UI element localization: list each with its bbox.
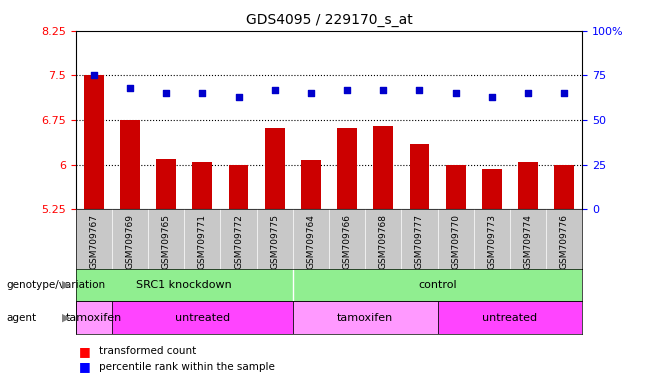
Text: ▶: ▶	[62, 313, 70, 323]
Text: untreated: untreated	[482, 313, 538, 323]
Bar	[482, 169, 502, 209]
Text: GSM709766: GSM709766	[343, 214, 351, 269]
Point	[378, 86, 388, 93]
Text: ▶: ▶	[62, 280, 70, 290]
Text: GSM709764: GSM709764	[307, 214, 315, 269]
Bar	[228, 165, 249, 209]
Text: control: control	[418, 280, 457, 290]
Point	[124, 85, 136, 91]
Bar	[445, 165, 466, 209]
Bar	[84, 75, 104, 209]
Text: genotype/variation: genotype/variation	[7, 280, 106, 290]
Bar	[409, 144, 430, 209]
Text: tamoxifen: tamoxifen	[337, 313, 393, 323]
Bar	[120, 120, 140, 209]
Point	[197, 90, 207, 96]
Text: GSM709774: GSM709774	[524, 214, 532, 269]
Point	[270, 86, 280, 93]
Text: SRC1 knockdown: SRC1 knockdown	[136, 280, 232, 290]
Point	[88, 72, 99, 78]
Point	[450, 90, 461, 96]
Bar	[265, 128, 285, 209]
Text: GSM709767: GSM709767	[89, 214, 98, 269]
Title: GDS4095 / 229170_s_at: GDS4095 / 229170_s_at	[245, 13, 413, 27]
Point	[305, 90, 316, 96]
Text: GSM709775: GSM709775	[270, 214, 279, 269]
Point	[486, 94, 497, 100]
Bar	[76, 301, 112, 334]
Text: ■: ■	[79, 360, 91, 373]
Bar	[438, 301, 582, 334]
Bar	[192, 162, 213, 209]
Text: GSM709768: GSM709768	[379, 214, 388, 269]
Text: tamoxifen: tamoxifen	[66, 313, 122, 323]
Text: transformed count: transformed count	[99, 346, 196, 356]
Point	[161, 90, 171, 96]
Text: GSM709777: GSM709777	[415, 214, 424, 269]
Point	[522, 90, 533, 96]
Bar	[301, 161, 321, 209]
Text: ■: ■	[79, 345, 91, 358]
Point	[342, 86, 353, 93]
Bar	[373, 126, 393, 209]
Text: percentile rank within the sample: percentile rank within the sample	[99, 362, 274, 372]
Text: agent: agent	[7, 313, 37, 323]
Text: GSM709772: GSM709772	[234, 214, 243, 269]
Point	[559, 90, 570, 96]
Text: GSM709773: GSM709773	[488, 214, 496, 269]
Point	[233, 94, 243, 100]
Bar	[337, 128, 357, 209]
Bar	[156, 159, 176, 209]
Text: GSM709776: GSM709776	[560, 214, 569, 269]
Text: GSM709765: GSM709765	[162, 214, 170, 269]
Bar	[554, 165, 574, 209]
Text: GSM709770: GSM709770	[451, 214, 460, 269]
Bar	[518, 162, 538, 209]
Text: GSM709769: GSM709769	[126, 214, 134, 269]
Bar	[293, 301, 438, 334]
Text: GSM709771: GSM709771	[198, 214, 207, 269]
Point	[415, 86, 425, 93]
Text: untreated: untreated	[175, 313, 230, 323]
Bar	[112, 301, 293, 334]
